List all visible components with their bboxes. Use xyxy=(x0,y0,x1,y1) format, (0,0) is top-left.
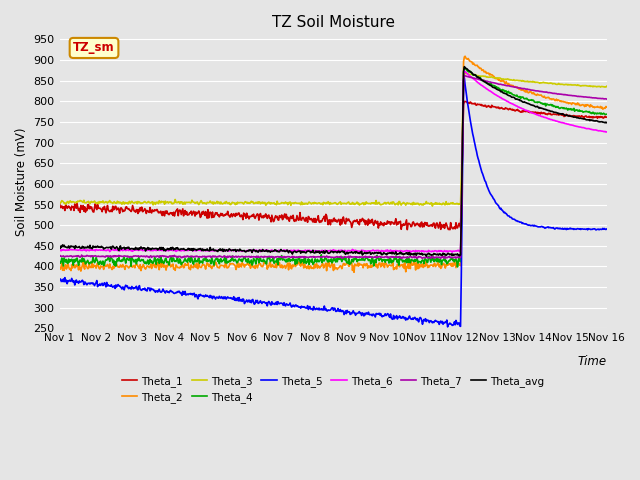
Line: Theta_1: Theta_1 xyxy=(60,101,607,230)
Theta_avg xyxy=(206,245,214,251)
Theta_2 xyxy=(177,264,185,270)
Theta_6 xyxy=(56,247,63,253)
Y-axis label: Soil Moisture (mV): Soil Moisture (mV) xyxy=(15,128,28,236)
Theta_1 xyxy=(446,227,454,233)
Theta_1 xyxy=(122,204,129,210)
Theta_5 xyxy=(56,278,63,284)
Theta_4 xyxy=(454,264,461,270)
Theta_2 xyxy=(461,53,469,59)
Theta_avg xyxy=(65,245,73,251)
Theta_2 xyxy=(417,262,424,268)
Theta_3 xyxy=(206,198,214,204)
Theta_4 xyxy=(65,259,73,265)
Theta_2 xyxy=(603,104,611,110)
Line: Theta_3: Theta_3 xyxy=(60,73,607,206)
Theta_avg xyxy=(177,246,185,252)
Line: Theta_2: Theta_2 xyxy=(60,56,607,272)
Theta_1 xyxy=(177,212,185,217)
Line: Theta_6: Theta_6 xyxy=(60,71,607,252)
Theta_1 xyxy=(65,205,73,211)
Theta_4 xyxy=(415,259,423,264)
Theta_4 xyxy=(603,111,611,117)
Theta_1 xyxy=(603,114,611,120)
Line: Theta_avg: Theta_avg xyxy=(60,67,607,256)
Theta_6 xyxy=(415,248,423,254)
Title: TZ Soil Moisture: TZ Soil Moisture xyxy=(271,15,395,30)
Theta_5 xyxy=(444,324,451,330)
Theta_avg xyxy=(415,251,423,256)
Text: Time: Time xyxy=(577,355,607,368)
Theta_5 xyxy=(206,292,214,298)
Theta_3 xyxy=(429,203,436,209)
Theta_4 xyxy=(122,260,129,266)
Theta_2 xyxy=(122,263,129,268)
Theta_4 xyxy=(461,65,469,71)
Theta_avg xyxy=(461,64,468,70)
Theta_1 xyxy=(461,98,468,104)
Theta_3 xyxy=(415,202,423,208)
Theta_1 xyxy=(399,221,407,227)
Theta_avg xyxy=(422,253,430,259)
Theta_6 xyxy=(461,68,468,74)
Theta_avg xyxy=(399,252,407,258)
Theta_1 xyxy=(56,200,63,206)
Theta_5 xyxy=(399,314,407,320)
Theta_6 xyxy=(206,248,214,254)
Theta_5 xyxy=(603,226,611,232)
Theta_4 xyxy=(399,258,407,264)
Theta_2 xyxy=(350,269,358,275)
Legend: Theta_1, Theta_2, Theta_3, Theta_4, Theta_5, Theta_6, Theta_7, Theta_avg: Theta_1, Theta_2, Theta_3, Theta_4, Thet… xyxy=(118,372,548,407)
Theta_7 xyxy=(122,253,129,259)
Theta_7 xyxy=(56,253,63,259)
Theta_2 xyxy=(56,264,63,270)
Theta_7 xyxy=(206,253,214,259)
Line: Theta_5: Theta_5 xyxy=(60,78,607,327)
Text: TZ_sm: TZ_sm xyxy=(73,41,115,54)
Theta_avg xyxy=(603,120,611,125)
Theta_2 xyxy=(65,266,73,272)
Theta_2 xyxy=(206,264,214,270)
Theta_3 xyxy=(461,71,469,76)
Theta_7 xyxy=(461,73,468,79)
Theta_4 xyxy=(56,259,63,264)
Theta_7 xyxy=(65,253,73,259)
Theta_1 xyxy=(206,209,214,215)
Theta_7 xyxy=(603,96,611,102)
Theta_7 xyxy=(399,254,407,260)
Theta_6 xyxy=(65,247,73,253)
Theta_2 xyxy=(401,265,408,271)
Theta_3 xyxy=(56,201,63,206)
Theta_3 xyxy=(603,84,611,89)
Theta_7 xyxy=(417,254,424,260)
Theta_7 xyxy=(177,255,185,261)
Theta_5 xyxy=(122,282,129,288)
Theta_6 xyxy=(449,249,456,255)
Theta_7 xyxy=(413,255,421,261)
Theta_6 xyxy=(122,248,129,253)
Theta_6 xyxy=(399,249,407,254)
Theta_5 xyxy=(461,75,468,81)
Theta_3 xyxy=(177,200,185,205)
Theta_3 xyxy=(122,200,129,205)
Theta_avg xyxy=(122,245,129,251)
Line: Theta_4: Theta_4 xyxy=(60,68,607,267)
Theta_3 xyxy=(399,200,407,205)
Theta_avg xyxy=(56,243,63,249)
Theta_4 xyxy=(177,262,185,267)
Theta_4 xyxy=(206,258,214,264)
Theta_3 xyxy=(65,199,73,205)
Theta_6 xyxy=(177,248,185,254)
Theta_5 xyxy=(415,315,423,321)
Theta_5 xyxy=(177,290,185,296)
Theta_5 xyxy=(65,277,73,283)
Theta_1 xyxy=(415,221,423,227)
Theta_6 xyxy=(603,129,611,135)
Line: Theta_7: Theta_7 xyxy=(60,76,607,258)
